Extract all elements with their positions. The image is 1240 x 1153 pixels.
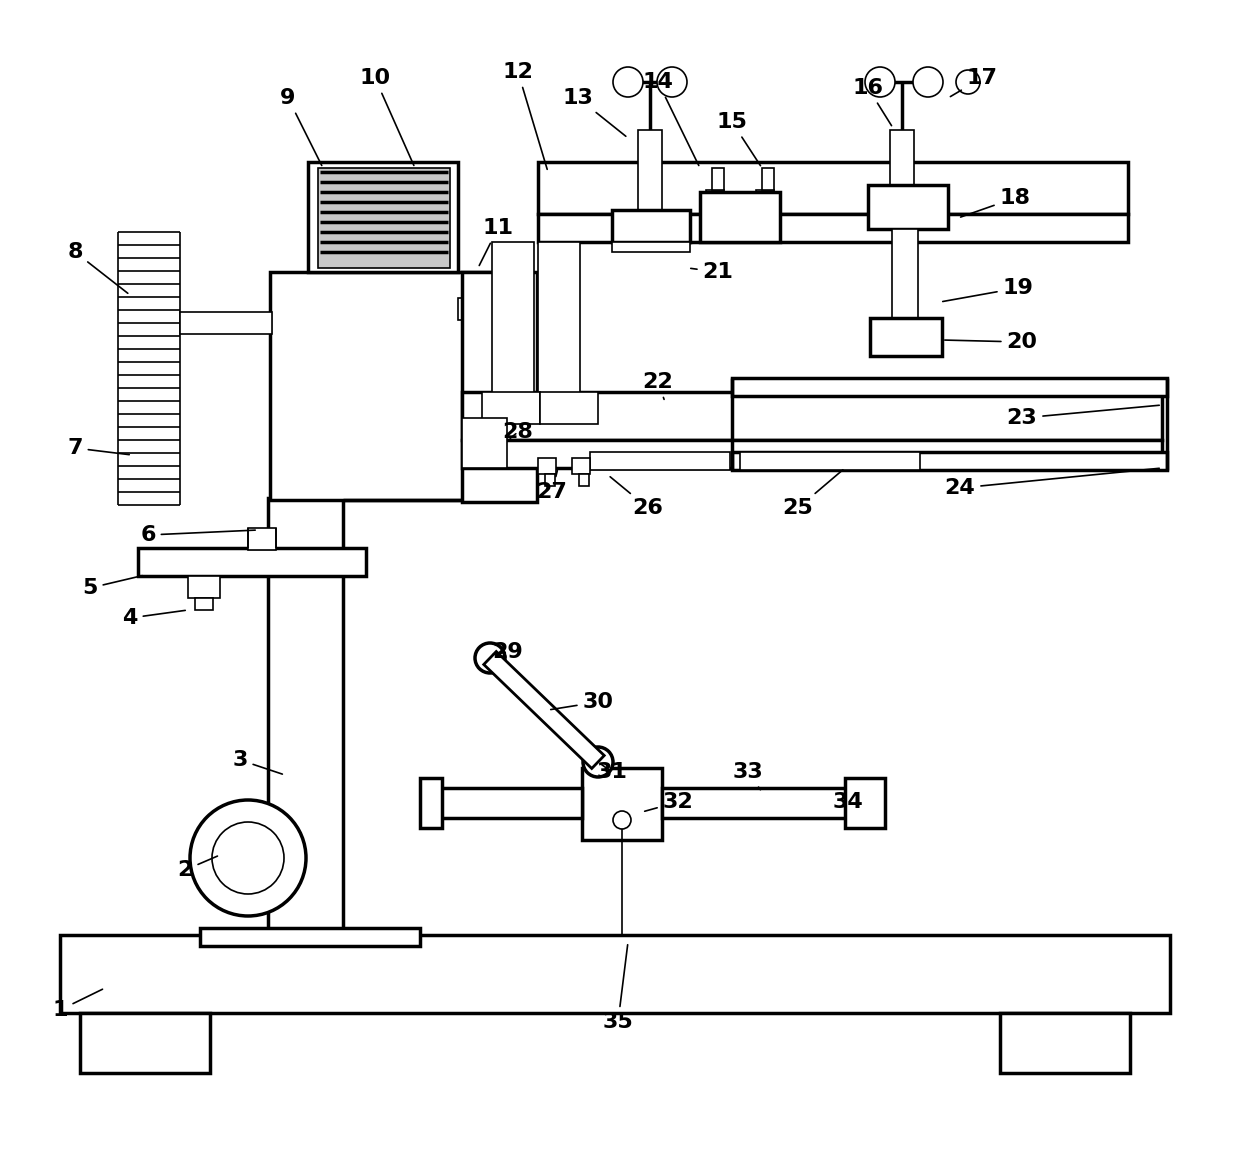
Text: 22: 22: [642, 372, 673, 399]
Circle shape: [866, 67, 895, 97]
Bar: [706, 190, 724, 212]
Text: 23: 23: [1007, 405, 1159, 428]
Text: 17: 17: [950, 68, 997, 97]
Bar: [317, 168, 450, 267]
Bar: [572, 458, 590, 474]
Circle shape: [583, 747, 613, 777]
Text: 25: 25: [782, 469, 843, 518]
Bar: [844, 778, 885, 828]
Circle shape: [475, 643, 505, 673]
Circle shape: [212, 822, 284, 894]
Text: 7: 7: [67, 438, 129, 458]
Bar: [463, 392, 1162, 440]
Bar: [870, 318, 942, 356]
Bar: [492, 242, 534, 394]
Bar: [463, 440, 1162, 468]
Text: 27: 27: [537, 470, 568, 502]
Text: 30: 30: [551, 692, 614, 713]
Text: 28: 28: [502, 422, 533, 442]
Text: 20: 20: [945, 332, 1038, 352]
Bar: [248, 528, 277, 550]
Bar: [546, 474, 556, 487]
Circle shape: [613, 811, 631, 829]
Polygon shape: [484, 651, 604, 769]
Bar: [763, 168, 774, 190]
Bar: [180, 312, 272, 334]
Bar: [432, 787, 582, 817]
Text: 15: 15: [717, 112, 760, 166]
Bar: [463, 272, 537, 502]
Text: 3: 3: [232, 749, 283, 774]
Text: 26: 26: [610, 477, 663, 518]
Bar: [538, 163, 1128, 214]
Text: 5: 5: [82, 575, 143, 598]
Text: 14: 14: [642, 71, 699, 166]
Bar: [732, 452, 1167, 470]
Bar: [60, 935, 1171, 1013]
Bar: [539, 392, 598, 424]
Bar: [868, 184, 949, 229]
Bar: [662, 787, 847, 817]
Bar: [590, 452, 730, 470]
Bar: [538, 242, 580, 394]
Bar: [892, 229, 918, 319]
Circle shape: [613, 67, 644, 97]
Bar: [270, 272, 498, 500]
Bar: [712, 168, 724, 190]
Circle shape: [657, 67, 687, 97]
Bar: [200, 928, 420, 945]
Bar: [538, 458, 556, 474]
Bar: [538, 214, 1128, 242]
Bar: [732, 378, 1167, 395]
Bar: [308, 163, 458, 272]
Text: 19: 19: [942, 278, 1033, 301]
Text: 31: 31: [596, 762, 627, 782]
Text: 2: 2: [177, 856, 217, 880]
Text: 24: 24: [945, 468, 1159, 498]
Text: 34: 34: [832, 792, 863, 812]
Text: 21: 21: [691, 262, 733, 282]
Text: 1: 1: [52, 989, 103, 1020]
Text: 13: 13: [563, 88, 626, 136]
Text: 12: 12: [502, 62, 547, 169]
Bar: [458, 297, 470, 321]
Text: 10: 10: [360, 68, 414, 166]
Bar: [999, 1013, 1130, 1073]
Text: 29: 29: [492, 642, 523, 662]
Bar: [268, 498, 343, 939]
Text: 18: 18: [961, 188, 1030, 217]
Bar: [463, 419, 507, 468]
Bar: [188, 576, 219, 598]
Text: 4: 4: [123, 608, 185, 628]
Circle shape: [190, 800, 306, 915]
Bar: [740, 452, 920, 470]
Bar: [613, 210, 689, 242]
Bar: [482, 392, 539, 424]
Bar: [81, 1013, 210, 1073]
Text: 6: 6: [140, 525, 255, 545]
Text: 9: 9: [280, 88, 321, 166]
Bar: [195, 598, 213, 610]
Text: 32: 32: [645, 792, 693, 812]
Bar: [890, 130, 914, 184]
Bar: [579, 474, 589, 487]
Circle shape: [956, 70, 980, 95]
Bar: [420, 778, 441, 828]
Bar: [138, 548, 366, 576]
Bar: [701, 193, 780, 242]
Bar: [582, 768, 662, 841]
Text: 8: 8: [67, 242, 128, 293]
Bar: [756, 190, 774, 212]
Text: 16: 16: [853, 78, 892, 126]
Bar: [613, 242, 689, 253]
Text: 11: 11: [479, 218, 513, 265]
Text: 33: 33: [733, 762, 764, 790]
Text: 35: 35: [603, 944, 634, 1032]
Circle shape: [913, 67, 942, 97]
Bar: [639, 130, 662, 212]
